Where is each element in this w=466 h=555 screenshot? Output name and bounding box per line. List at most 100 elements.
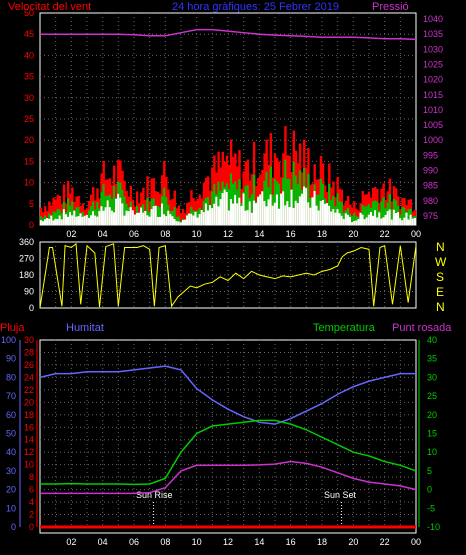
wind-y-tick-label: 5 (29, 199, 34, 209)
wind-avg-bar (206, 210, 210, 225)
wind-avg-bar (330, 211, 333, 225)
wind-avg-bar (225, 191, 229, 225)
wind-avg-bar (323, 203, 327, 225)
dir-y-tick-label: 90 (24, 287, 34, 297)
wind-y-tick-label: 25 (24, 114, 34, 124)
wind-y-tick-label: 50 (24, 8, 34, 18)
wind-avg-bar (106, 200, 110, 225)
rain-y-tick-label: 18 (24, 410, 34, 420)
wind-avg-bar (311, 197, 314, 225)
wind-avg-bar (321, 200, 325, 225)
wind-speed-bar (292, 162, 295, 225)
humidity-y-tick-label: 80 (6, 372, 16, 382)
wind-avg-bar (204, 203, 208, 225)
wind-avg-bar (342, 219, 346, 225)
wind-speed-bar (123, 196, 126, 225)
wind-avg-bar (60, 219, 64, 225)
top-x-tick-label: 10 (192, 229, 202, 239)
wind-avg-bar (403, 217, 406, 225)
humidity-y-tick-label: 90 (6, 354, 16, 364)
wind-avg-bar (217, 206, 220, 225)
bottom-x-tick-label: 00 (411, 537, 421, 547)
wind-avg-bar (407, 219, 410, 225)
wind-avg-bar (275, 194, 279, 225)
wind-speed-bar (175, 216, 179, 225)
humidity-y-tick-label: 100 (1, 335, 16, 345)
bottom-x-tick-label: 06 (129, 537, 139, 547)
pressure-y-tick-label: 1015 (423, 90, 443, 100)
bottom-x-tick-label: 12 (223, 537, 233, 547)
wind-speed-bar (75, 207, 78, 225)
chart-title: 24 hora gràfiques: 25 Febrer 2019 (172, 1, 339, 13)
sunrise-label: Sun Rise (136, 490, 173, 500)
wind-avg-bar (188, 213, 191, 225)
wind-avg-bar (219, 199, 222, 225)
wind-avg-bar (98, 211, 101, 225)
wind-avg-bar (300, 193, 304, 225)
temp-y-tick-label: 10 (427, 447, 437, 457)
wind-avg-bar (303, 186, 306, 225)
pressure-y-tick-label: 1010 (423, 105, 443, 115)
wind-avg-bar (332, 209, 335, 225)
humidity-y-tick-label: 10 (6, 503, 16, 513)
wind-avg-bar (242, 193, 245, 225)
wind-avg-bar (96, 216, 99, 225)
sunset-label: Sun Set (324, 490, 357, 500)
wind-avg-bar (144, 210, 147, 225)
wind-avg-bar (167, 210, 170, 225)
rain-y-tick-label: 20 (24, 397, 34, 407)
bottom-x-tick-label: 10 (192, 537, 202, 547)
wind-gust-bar (183, 213, 187, 225)
wind-speed-label: Velocitat del vent (8, 1, 91, 13)
wind-avg-bar (405, 212, 408, 225)
wind-speed-bar (173, 207, 176, 225)
wind-avg-bar (177, 221, 181, 225)
wind-avg-bar (307, 202, 310, 225)
wind-speed-bar (336, 192, 339, 225)
wind-avg-bar (351, 222, 354, 225)
bottom-x-tick-label: 20 (348, 537, 358, 547)
wind-speed-bar (273, 178, 277, 225)
humidity-y-tick-label: 0 (11, 522, 16, 532)
wind-avg-bar (123, 215, 126, 225)
wind-avg-bar (171, 216, 174, 225)
wind-avg-bar (104, 207, 107, 225)
temp-y-tick-label: -10 (427, 522, 440, 532)
wind-avg-bar (135, 213, 139, 225)
bottom-x-tick-label: 08 (160, 537, 170, 547)
wind-avg-bar (81, 216, 85, 225)
wind-speed-bar (252, 174, 256, 225)
wind-avg-bar (85, 214, 89, 225)
temp-y-tick-label: 15 (427, 429, 437, 439)
wind-speed-bar (77, 207, 80, 225)
wind-avg-bar (163, 214, 166, 225)
bottom-x-tick-label: 16 (286, 537, 296, 547)
wind-speed-bar (371, 201, 375, 225)
wind-avg-bar (397, 212, 400, 225)
rain-y-tick-label: 26 (24, 360, 34, 370)
wind-avg-bar (265, 206, 268, 225)
wind-avg-bar (64, 214, 68, 225)
rain-label: Pluja (0, 322, 25, 334)
wind-avg-bar (48, 218, 51, 225)
wind-avg-bar (382, 217, 385, 225)
wind-avg-bar (363, 219, 367, 225)
wind-avg-bar (261, 191, 264, 225)
pressure-y-tick-label: 1000 (423, 135, 443, 145)
wind-avg-bar (221, 193, 224, 225)
humidity-y-tick-label: 20 (6, 485, 16, 495)
wind-avg-bar (240, 206, 243, 225)
wind-avg-bar (344, 213, 348, 225)
wind-speed-bar (407, 209, 410, 225)
temp-y-tick-label: 30 (427, 372, 437, 382)
top-x-tick-label: 22 (380, 229, 390, 239)
pressure-y-tick-label: 1030 (423, 44, 443, 54)
wind-avg-bar (259, 194, 262, 225)
top-x-tick-label: 04 (98, 229, 108, 239)
wind-avg-bar (131, 210, 135, 225)
wind-speed-bar (67, 198, 70, 225)
wind-avg-bar (317, 210, 321, 225)
temperature-label: Temperatura (313, 322, 376, 334)
wind-avg-bar (179, 222, 183, 225)
rain-y-tick-label: 22 (24, 385, 34, 395)
